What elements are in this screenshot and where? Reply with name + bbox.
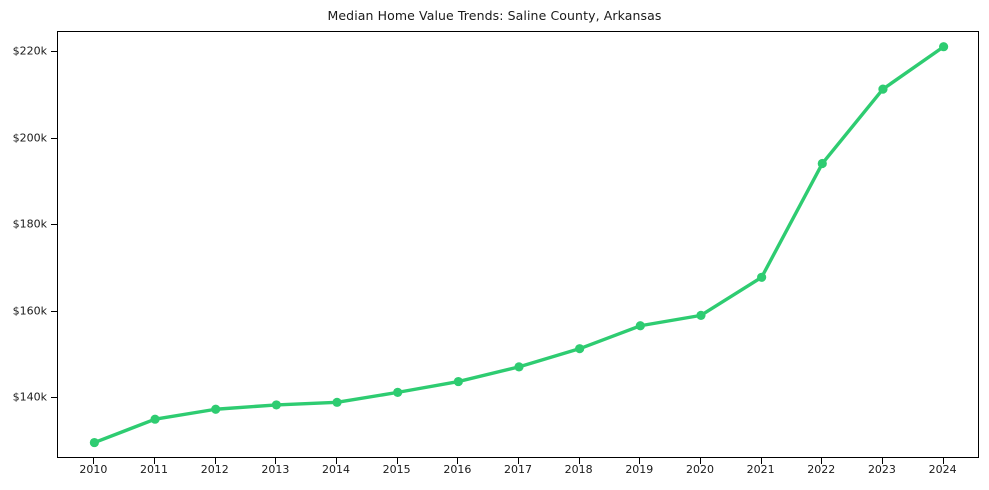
data-point	[878, 84, 888, 94]
data-point	[453, 376, 463, 387]
data-point	[271, 400, 281, 410]
y-axis-tick-labels: $140k $160k $180k $200k $220k	[0, 0, 47, 490]
x-axis-tick-label: 2016	[443, 463, 472, 476]
data-point	[757, 272, 767, 282]
x-axis-tick-label: 2021	[746, 463, 775, 476]
data-point	[89, 437, 99, 448]
data-point	[514, 362, 524, 372]
series-markers-median-home-value	[89, 42, 949, 448]
data-point	[393, 387, 403, 397]
y-axis-tick-label: $200k	[12, 131, 47, 145]
y-axis-tick-label: $140k	[12, 390, 47, 404]
x-axis-tick-label: 2018	[564, 463, 593, 476]
x-axis-tick-label: 2024	[928, 463, 957, 476]
data-point	[635, 321, 645, 331]
x-axis-tick-label: 2019	[625, 463, 654, 476]
data-point	[575, 344, 585, 354]
x-axis-tick-label: 2010	[79, 463, 108, 476]
y-axis-tick-label: $220k	[12, 44, 47, 58]
x-axis-tick-label: 2017	[504, 463, 532, 476]
x-axis-tick-label: 2015	[382, 463, 411, 476]
data-point	[696, 310, 706, 320]
x-axis-tick-label: 2014	[322, 463, 351, 476]
x-axis-tick-label: 2020	[685, 463, 714, 476]
chart-title: Median Home Value Trends: Saline County,…	[327, 8, 662, 23]
series-line-median-home-value	[92, 45, 946, 445]
y-axis-tick-label: $160k	[12, 304, 47, 318]
line-chart-svg	[89, 42, 949, 448]
x-axis-tick-label: 2011	[140, 463, 169, 476]
data-point	[817, 158, 827, 169]
x-axis-tick-label: 2022	[807, 463, 836, 476]
data-point	[211, 404, 221, 414]
plot-area	[57, 31, 979, 458]
data-point	[150, 414, 160, 424]
x-axis-tick-label: 2013	[261, 463, 290, 476]
y-axis-tick-label: $180k	[12, 217, 47, 231]
data-point	[332, 397, 342, 407]
data-point	[939, 42, 949, 52]
x-axis-tick-label: 2012	[200, 463, 229, 476]
x-axis-tick-label: 2023	[867, 463, 896, 476]
